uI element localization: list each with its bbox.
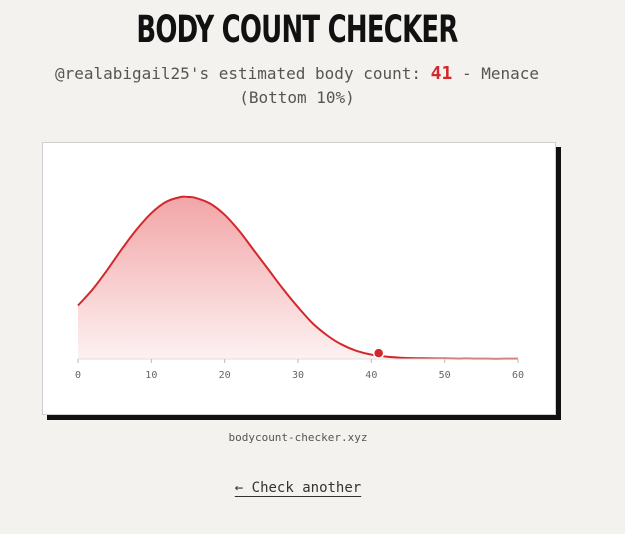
- check-another-container: ← Check another: [0, 480, 596, 496]
- result-text: @realabigail25's estimated body count: 4…: [40, 62, 554, 110]
- x-tick-label: 20: [219, 370, 231, 381]
- x-tick-label: 10: [145, 370, 157, 381]
- page-title: BODY COUNT CHECKER: [136, 8, 458, 51]
- x-tick-label: 30: [292, 370, 304, 381]
- result-prefix: @realabigail25's estimated body count:: [54, 64, 431, 83]
- x-tick-label: 50: [439, 370, 451, 381]
- distribution-area: [78, 196, 518, 359]
- check-another-link[interactable]: ← Check another: [234, 480, 362, 496]
- user-marker: [372, 347, 385, 359]
- site-url: bodycount-checker.xyz: [228, 431, 368, 444]
- x-tick-label: 40: [365, 370, 377, 381]
- result-suffix: - Menace (Bottom 10%): [239, 64, 540, 107]
- distribution-chart: 0 10 20 30 40 50 60: [75, 195, 524, 381]
- result-count: 41: [430, 63, 453, 84]
- distribution-line: [77, 195, 518, 360]
- x-tick-label: 0: [75, 370, 81, 381]
- distribution-chart-card: 0 10 20 30 40 50 60: [42, 142, 556, 415]
- x-tick-label: 60: [512, 370, 524, 381]
